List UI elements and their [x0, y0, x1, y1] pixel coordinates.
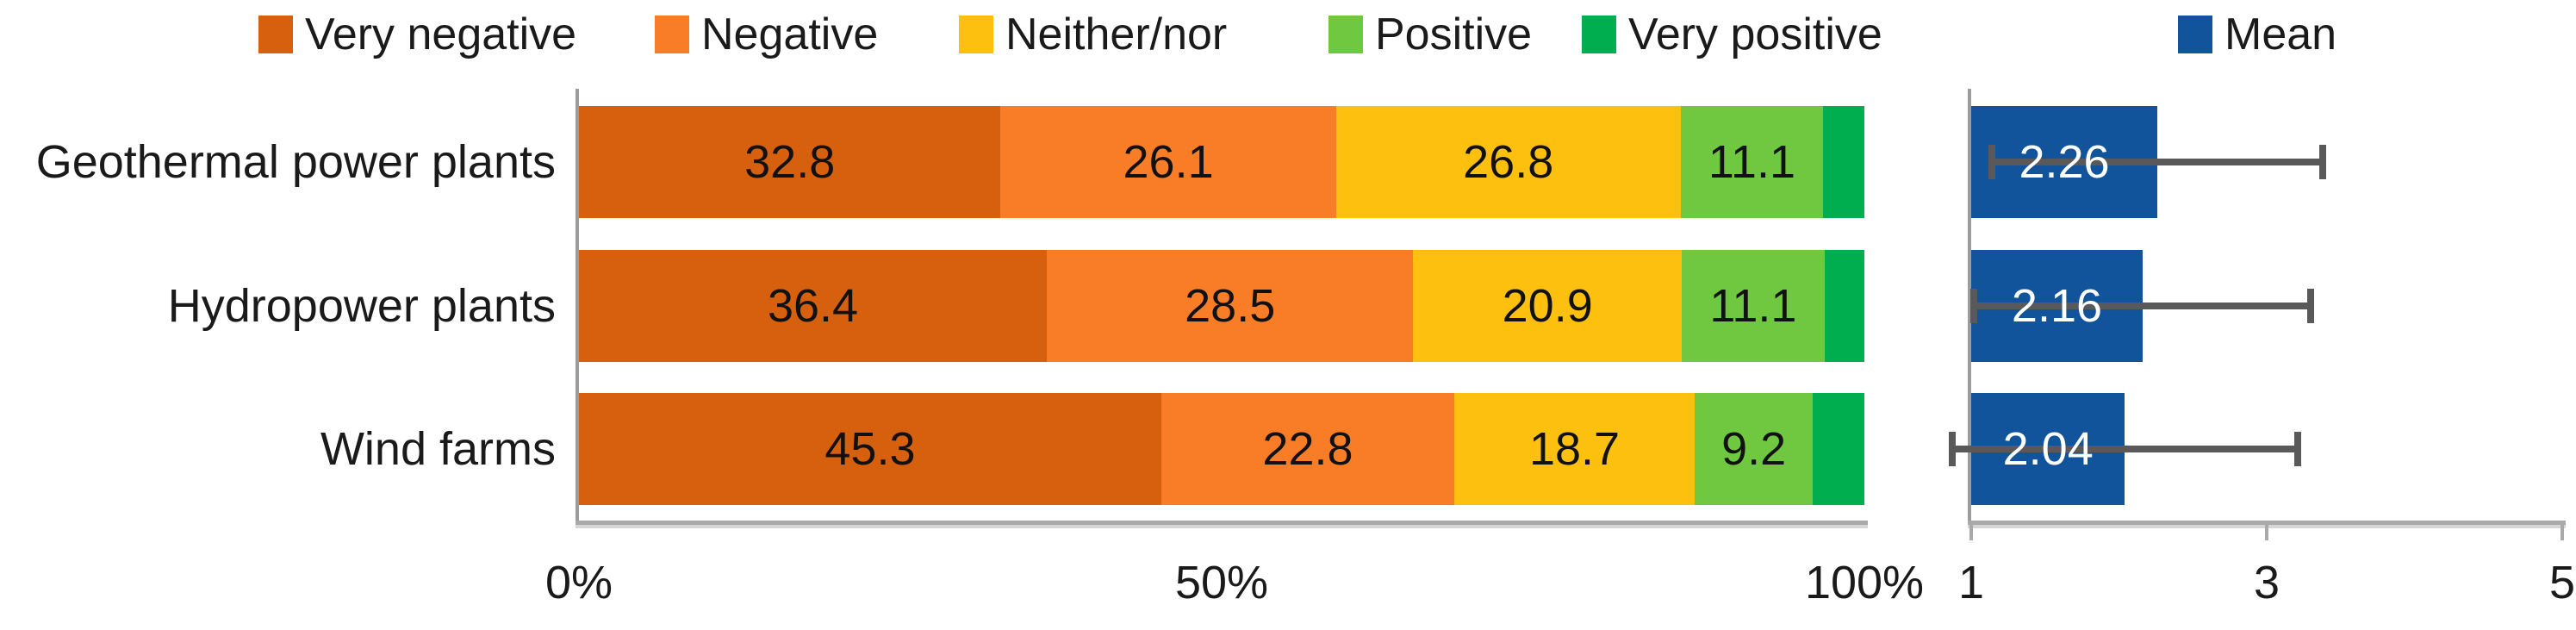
legend-label: Positive	[1375, 9, 1533, 59]
legend-label: Very positive	[1628, 9, 1882, 59]
bar-segment	[1680, 106, 1824, 218]
bar-segment	[1695, 393, 1814, 505]
legend-swatch	[1328, 16, 1363, 53]
category-label: Geothermal power plants	[35, 136, 556, 188]
error-cap-left	[1970, 289, 1978, 323]
bar-segment	[1413, 250, 1683, 362]
mean-value-label: 2.26	[2019, 136, 2110, 188]
error-bar	[1951, 446, 2298, 452]
category-label: Hydropower plants	[167, 280, 556, 332]
legend-item-mean: Mean	[2178, 10, 2336, 59]
x-tick-label: 100%	[1804, 557, 1925, 608]
x-tick-label: 1	[1957, 557, 1985, 608]
segment-value-label: 18.7	[1528, 423, 1621, 475]
legend-item: Neither/nor	[959, 10, 1227, 59]
legend-item: Very negative	[258, 10, 576, 59]
error-cap-left	[1948, 432, 1956, 466]
x-axis	[1968, 521, 2566, 525]
legend-label: Negative	[701, 9, 879, 59]
x-tick-label: 5	[2548, 557, 2576, 608]
error-cap-left	[1988, 145, 1995, 179]
error-cap-right	[2319, 145, 2327, 179]
category-label: Wind farms	[320, 423, 556, 475]
segment-value-label: 36.4	[767, 280, 859, 332]
x-tick-mark	[1969, 525, 1973, 540]
x-axis	[576, 521, 1868, 525]
y-axis	[576, 89, 579, 521]
segment-value-label: 11.1	[1709, 280, 1797, 332]
bar-segment	[579, 393, 1161, 505]
bar-segment	[1682, 250, 1825, 362]
bar-segment	[579, 106, 1001, 218]
segment-value-label: 26.1	[1123, 136, 1214, 188]
legend-swatch	[1582, 16, 1616, 53]
error-cap-right	[2294, 432, 2301, 466]
bar-segment	[1824, 250, 1864, 362]
x-tick-label: 50%	[1174, 557, 1269, 608]
segment-value-label: 11.1	[1708, 136, 1795, 188]
legend-swatch	[959, 16, 993, 53]
error-bar	[1992, 159, 2324, 165]
legend-item: Negative	[655, 10, 878, 59]
error-cap-right	[2307, 289, 2315, 323]
bar-segment	[1454, 393, 1696, 505]
segment-value-label: 22.8	[1262, 423, 1353, 475]
bar-segment	[579, 250, 1048, 362]
bar-segment	[1335, 106, 1681, 218]
legend-swatch	[655, 16, 689, 53]
legend-swatch	[2178, 16, 2212, 53]
x-tick-mark	[2560, 525, 2564, 540]
bar-segment	[1047, 250, 1414, 362]
legend-item: Very positive	[1582, 10, 1882, 59]
x-tick-label: 3	[2253, 557, 2280, 608]
bar-segment	[1000, 106, 1336, 218]
bar-segment	[1813, 393, 1864, 505]
x-tick-label: 0%	[544, 557, 613, 608]
legend-label: Mean	[2224, 9, 2337, 59]
mean-value-label: 2.04	[2002, 423, 2094, 475]
bar-segment	[1160, 393, 1455, 505]
x-tick-mark	[2265, 525, 2268, 540]
legend-swatch	[258, 16, 293, 53]
segment-value-label: 28.5	[1185, 280, 1276, 332]
segment-value-label: 32.8	[744, 136, 836, 188]
segment-value-label: 9.2	[1721, 423, 1787, 475]
legend-label: Very negative	[305, 9, 577, 59]
mean-value-label: 2.16	[2011, 280, 2103, 332]
legend-label: Neither/nor	[1005, 9, 1228, 59]
segment-value-label: 45.3	[824, 423, 916, 475]
legend-item: Positive	[1328, 10, 1532, 59]
segment-value-label: 20.9	[1502, 280, 1593, 332]
error-bar	[1974, 303, 2312, 309]
y-axis	[1968, 89, 1971, 521]
segment-value-label: 26.8	[1463, 136, 1554, 188]
bar-segment	[1823, 106, 1864, 218]
